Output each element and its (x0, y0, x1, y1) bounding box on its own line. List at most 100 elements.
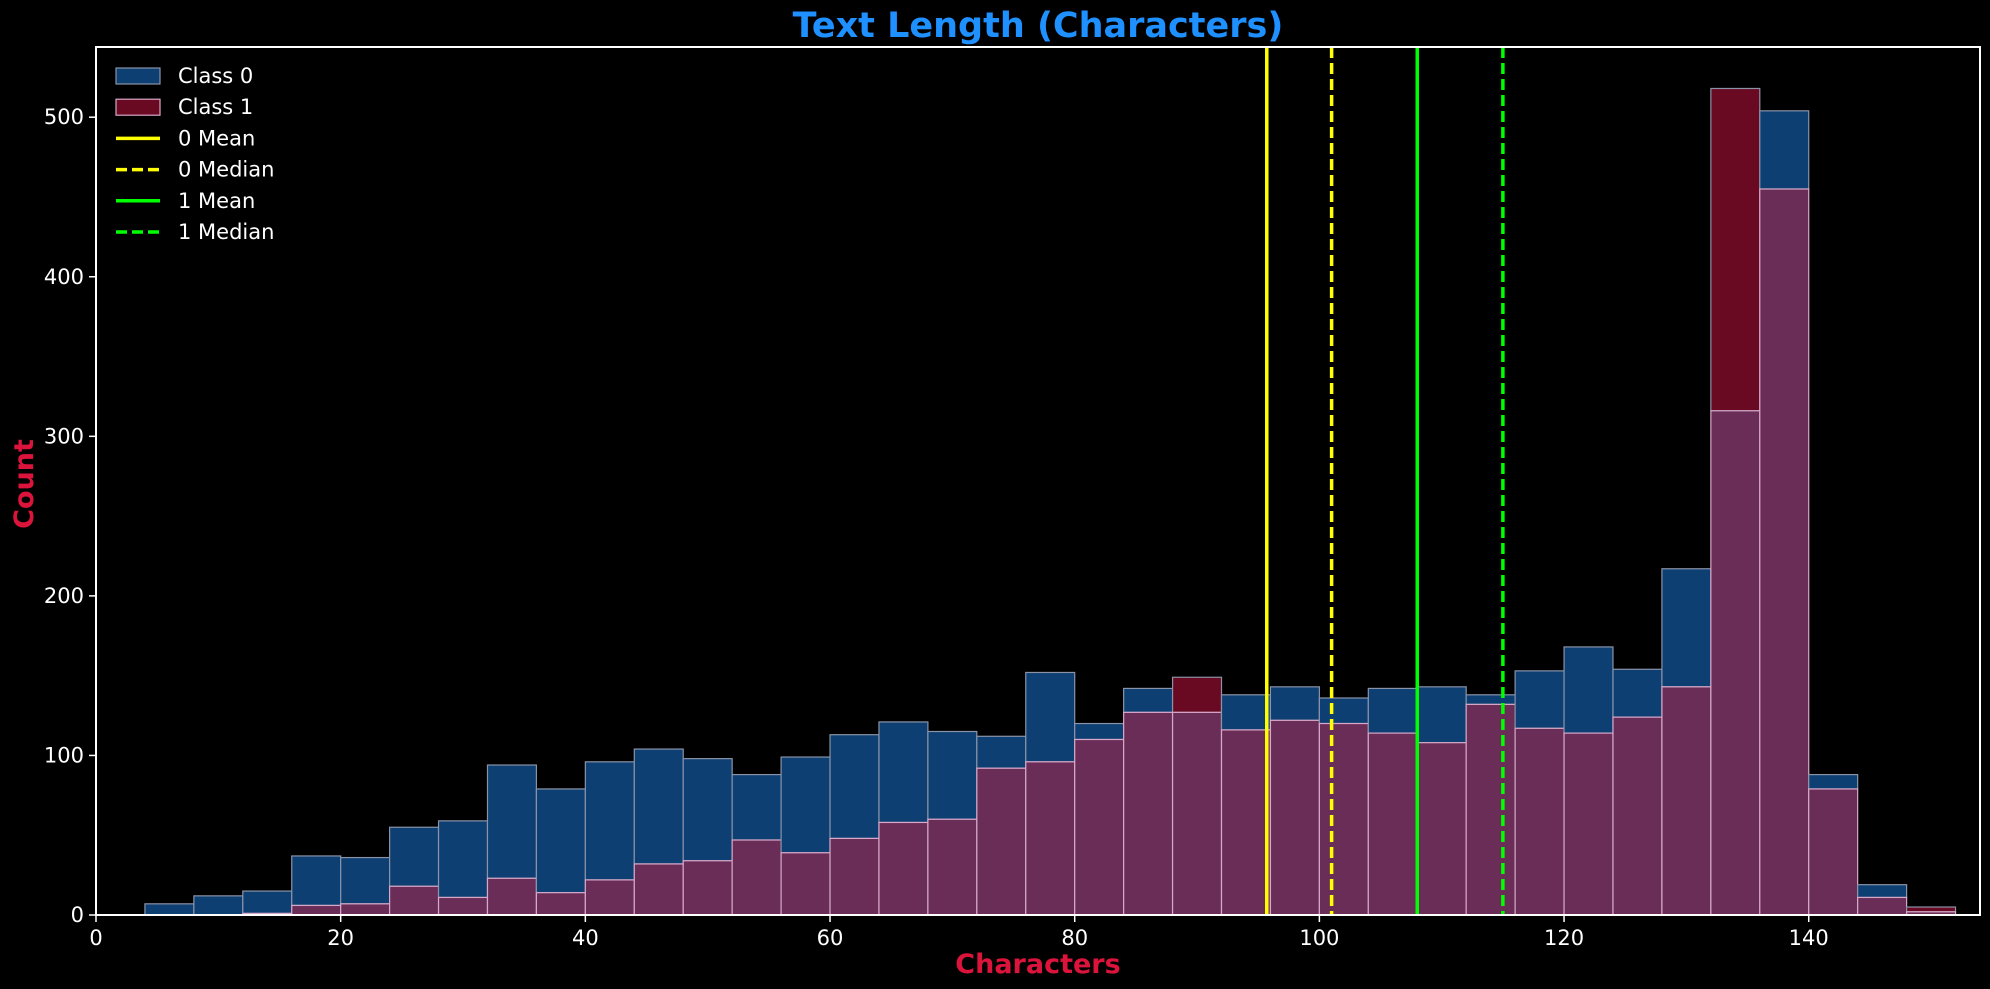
class-0-bar-excess (389, 826, 440, 887)
class-0-bar-excess (976, 735, 1027, 769)
overlap-bar (1416, 742, 1467, 916)
x-tick-label: 100 (1299, 926, 1339, 950)
overlap-bar (878, 821, 929, 916)
overlap-bar (340, 903, 391, 916)
overlap-bar (291, 904, 342, 916)
class-0-bar-excess (1563, 646, 1614, 734)
overlap-bar (829, 837, 880, 916)
legend: Class 0 Class 1 0 Mean 0 Median 1 Mean 1 Medi… (115, 64, 274, 244)
overlap-bar (682, 860, 733, 916)
overlap-bar (535, 892, 586, 916)
legend-label-1-mean: 1 Mean (178, 189, 255, 213)
y-tick-label: 500 (44, 105, 84, 129)
overlap-bar (1710, 410, 1761, 916)
legend-label-class-0: Class 0 (178, 64, 253, 88)
y-axis-label: Count (9, 439, 40, 529)
overlap-bar (1759, 188, 1810, 916)
overlap-bar (1171, 711, 1223, 916)
class-0-bar-excess (1612, 668, 1663, 718)
class-0-bar-excess (927, 730, 978, 820)
class-0-bar-excess (780, 756, 831, 854)
y-tick-label: 400 (44, 265, 84, 289)
class-0-bar-excess (144, 903, 195, 916)
overlap-bar (1074, 738, 1125, 916)
class-0-bar-excess (878, 721, 929, 824)
x-tick-label: 60 (817, 926, 844, 950)
class-0-bar-excess (437, 820, 489, 899)
plot-frame (95, 46, 1981, 916)
legend-label-class-1: Class 1 (178, 95, 253, 119)
overlap-bar (1563, 732, 1614, 916)
class-0-bar-excess (535, 788, 586, 894)
overlap-bar (389, 885, 440, 916)
class-0-bar-excess (1514, 670, 1565, 729)
legend-label-1-median: 1 Median (178, 220, 274, 244)
x-tick-label: 20 (327, 926, 354, 950)
class-0-bar-excess (1759, 110, 1810, 190)
y-tick-label: 300 (44, 424, 84, 448)
overlap-bar (1514, 727, 1565, 916)
class-0-bar-excess (829, 734, 880, 840)
overlap-bar (1661, 686, 1712, 916)
class-0-bar-excess (682, 758, 733, 862)
class-1-bar-excess (1710, 87, 1761, 412)
overlap-bar (1269, 719, 1320, 916)
class-0-bar-excess (1074, 722, 1125, 741)
chart-title: Text Length (Characters) (793, 6, 1284, 46)
x-tick-label: 40 (572, 926, 599, 950)
class-0-bar-excess (1808, 773, 1859, 790)
x-tick-label: 0 (89, 926, 102, 950)
legend-label-0-median: 0 Median (178, 158, 274, 182)
y-tick-label: 0 (71, 903, 84, 927)
class-1-bar-excess (1171, 676, 1223, 713)
x-axis-label: Characters (955, 949, 1120, 980)
class-0-bar-excess (486, 764, 538, 879)
reference-lines (1265, 47, 1505, 915)
class-0-bar-excess (633, 748, 684, 865)
class-0-bar-excess (1025, 671, 1076, 763)
class-0-bar-excess (1857, 884, 1908, 899)
overlap-bar (927, 818, 978, 916)
overlap-bar (1220, 729, 1272, 916)
class-0-bar-excess (1123, 687, 1174, 713)
overlap-bar (1123, 711, 1174, 916)
overlap-bar (1465, 703, 1516, 916)
overlap-bar (1318, 722, 1369, 916)
overlap-bar (780, 852, 831, 916)
class-0-bar-excess (1220, 694, 1272, 731)
class-0-bar-excess (1465, 694, 1516, 705)
class-0-bar-excess (1661, 568, 1712, 688)
overlap-bar (1025, 761, 1076, 916)
overlap-bar (584, 879, 635, 916)
class-0-bar-excess (193, 895, 244, 916)
class-0-bar-excess (1416, 686, 1467, 744)
y-axis-ticks: 0 100 200 300 400 500 (44, 105, 96, 927)
x-tick-label: 120 (1544, 926, 1584, 950)
class-0-bar-excess (1367, 687, 1418, 734)
class-0-bar-excess (731, 773, 782, 841)
legend-swatch-class-0 (115, 67, 161, 85)
overlap-bar (633, 863, 684, 916)
overlap-bar (976, 767, 1027, 916)
class-0-bar-excess (291, 855, 342, 907)
legend-label-0-mean: 0 Mean (178, 126, 255, 150)
legend-swatch-class-1 (115, 98, 161, 116)
overlap-bar (1808, 788, 1859, 916)
class-0-bar-excess (584, 761, 635, 881)
y-tick-label: 100 (44, 743, 84, 767)
overlap-bar (1857, 896, 1908, 916)
class-0-bar-excess (242, 890, 293, 915)
overlap-bar (1367, 732, 1418, 916)
overlap-bar (731, 839, 782, 916)
overlap-bar (437, 896, 489, 916)
x-tick-label: 80 (1061, 926, 1088, 950)
class-1-bar-excess (1905, 906, 1957, 913)
histogram-bars (144, 87, 1957, 916)
x-axis-ticks: 0 20 40 60 80 100 120 140 (89, 915, 1829, 950)
class-0-bar-excess (1269, 686, 1320, 721)
y-tick-label: 200 (44, 584, 84, 608)
overlap-bar (486, 877, 538, 916)
x-tick-label: 140 (1789, 926, 1829, 950)
class-0-bar-excess (340, 856, 391, 905)
